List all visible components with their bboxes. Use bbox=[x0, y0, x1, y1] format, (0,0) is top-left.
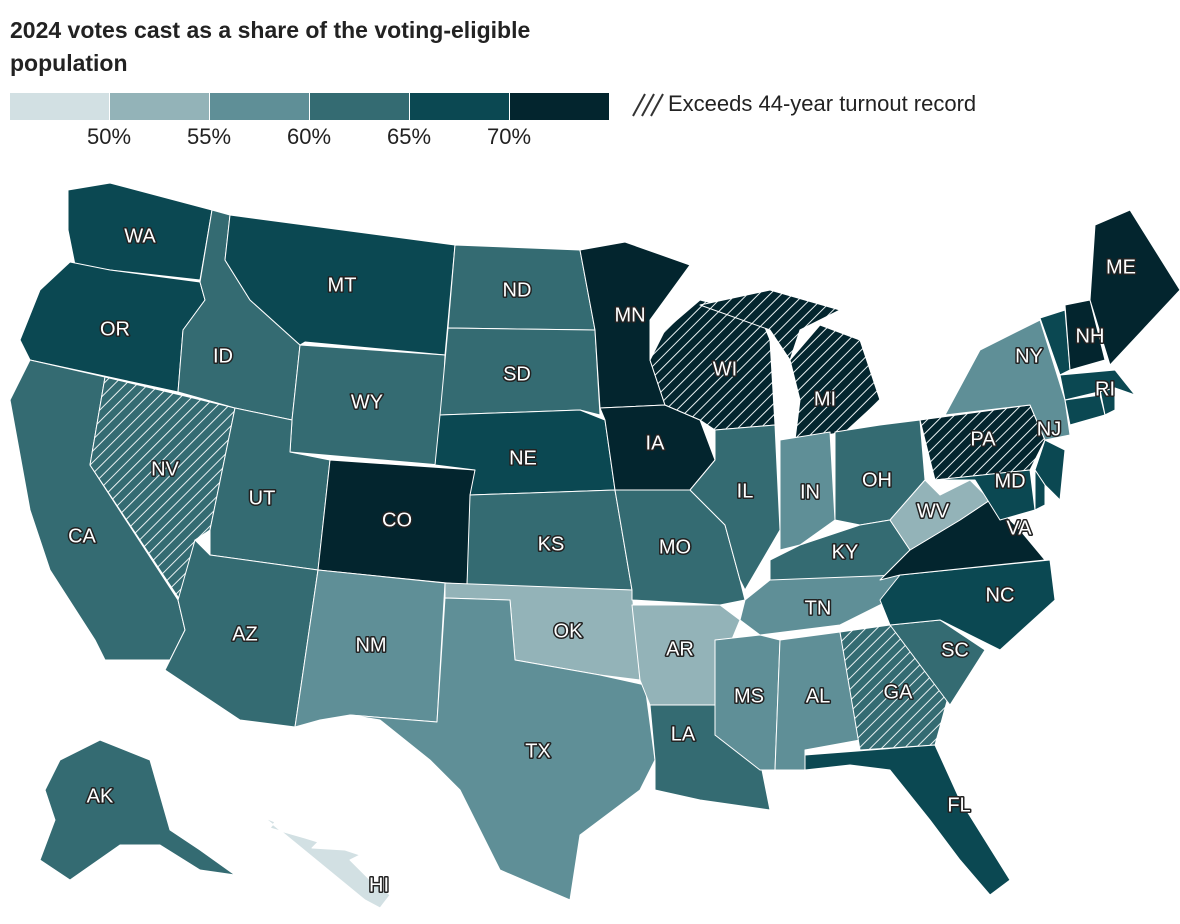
state-label: NV bbox=[151, 458, 179, 480]
hatch-stroke bbox=[632, 93, 646, 117]
state bbox=[1034, 469, 1046, 511]
state-label: NC bbox=[986, 584, 1015, 606]
state-label: CA bbox=[68, 525, 96, 547]
state-label: NM bbox=[355, 634, 386, 656]
legend-swatch bbox=[510, 93, 609, 120]
state-label: MO bbox=[659, 536, 691, 558]
state-label: IN bbox=[800, 481, 820, 503]
state bbox=[889, 479, 991, 551]
state-label: IL bbox=[737, 480, 754, 502]
state bbox=[39, 739, 236, 881]
legend-swatch bbox=[410, 93, 509, 120]
state-label: MS bbox=[734, 685, 764, 707]
state bbox=[1064, 299, 1106, 371]
state-label: MI bbox=[814, 388, 836, 410]
legend-swatch bbox=[10, 93, 109, 120]
state-label: MD bbox=[994, 470, 1025, 492]
state-label: WY bbox=[351, 391, 383, 413]
state bbox=[1089, 209, 1180, 366]
state bbox=[699, 289, 881, 441]
state bbox=[67, 182, 213, 281]
state bbox=[879, 559, 1056, 651]
state-label: OR bbox=[100, 318, 130, 340]
state-label: PA bbox=[970, 428, 996, 450]
state-label: AL bbox=[806, 685, 830, 707]
legend-swatch bbox=[310, 93, 409, 120]
state bbox=[779, 431, 836, 551]
state-label: CO bbox=[382, 509, 412, 531]
state bbox=[1059, 369, 1136, 401]
state-label: ID bbox=[213, 345, 233, 367]
state bbox=[689, 424, 781, 591]
state bbox=[944, 319, 1071, 441]
state-label: KS bbox=[538, 533, 565, 555]
legend-label: 65% bbox=[387, 124, 431, 149]
state-label: NY bbox=[1015, 345, 1043, 367]
state-label: AR bbox=[666, 638, 694, 660]
state-label: TX bbox=[525, 740, 551, 762]
hatch-stroke bbox=[641, 93, 655, 117]
state-label: TN bbox=[805, 597, 832, 619]
state bbox=[264, 817, 391, 909]
state-label: NH bbox=[1076, 325, 1105, 347]
state bbox=[289, 344, 446, 466]
legend-label: 55% bbox=[187, 124, 231, 149]
state-label: WA bbox=[124, 225, 156, 247]
state-label: OH bbox=[862, 469, 892, 491]
state-label: MN bbox=[614, 304, 645, 326]
state-label: SC bbox=[941, 639, 969, 661]
legend-swatch bbox=[110, 93, 209, 120]
state-label: SD bbox=[503, 363, 531, 385]
state bbox=[934, 469, 1036, 521]
state-label: AZ bbox=[232, 623, 258, 645]
state bbox=[1034, 439, 1066, 501]
state bbox=[839, 624, 951, 751]
legend-label: 70% bbox=[487, 124, 531, 149]
legend-label: 60% bbox=[287, 124, 331, 149]
state-label: MT bbox=[328, 274, 357, 296]
state-label: OK bbox=[554, 620, 584, 642]
state-label: UT bbox=[249, 487, 276, 509]
map-title: 2024 votes cast as a share of the voting… bbox=[10, 17, 531, 76]
state-label: LA bbox=[671, 723, 696, 745]
state bbox=[349, 597, 656, 901]
state-label: IA bbox=[646, 432, 666, 454]
legend-swatch bbox=[210, 93, 309, 120]
state-label: VA bbox=[1006, 517, 1032, 539]
state-label: NE bbox=[509, 447, 537, 469]
state-label: AK bbox=[87, 785, 114, 807]
state-label: RI bbox=[1095, 378, 1115, 400]
state-label: KY bbox=[832, 541, 859, 563]
legend-hatch-label: Exceeds 44-year turnout record bbox=[668, 91, 976, 116]
state-label: FL bbox=[947, 794, 970, 816]
state-label: ME bbox=[1106, 256, 1136, 278]
legend-label: 50% bbox=[87, 124, 131, 149]
state-label: WV bbox=[917, 500, 950, 522]
state-label: GA bbox=[884, 681, 914, 703]
state-label: HI bbox=[369, 874, 389, 896]
hatch-stroke bbox=[650, 93, 664, 117]
state-label: NJ bbox=[1037, 418, 1061, 440]
state bbox=[714, 634, 781, 771]
state-label: ND bbox=[503, 279, 532, 301]
state-label: WI bbox=[713, 358, 737, 380]
legend-hatch-icon bbox=[632, 93, 664, 117]
state bbox=[439, 327, 601, 416]
state bbox=[804, 744, 1011, 896]
